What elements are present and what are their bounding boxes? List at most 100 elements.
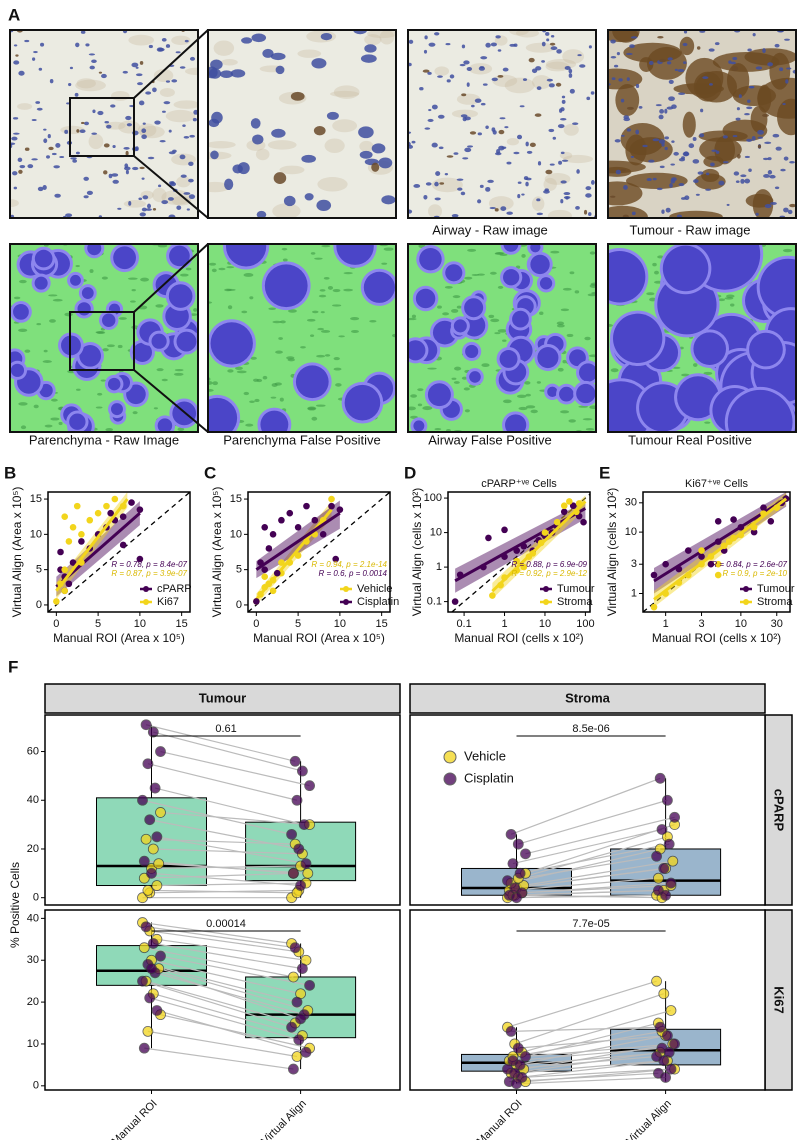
point [140, 921, 152, 933]
speck [524, 381, 531, 385]
speck [704, 421, 711, 424]
nucleus [460, 114, 468, 118]
nucleus [585, 186, 592, 191]
nucleus [252, 134, 264, 145]
speck [317, 327, 324, 331]
stain [359, 140, 374, 152]
point [119, 513, 127, 521]
speck [75, 264, 80, 268]
speck [312, 310, 319, 314]
nucleus [123, 146, 130, 150]
nucleus [626, 77, 630, 82]
stain [428, 204, 443, 218]
speck [43, 349, 48, 353]
point [760, 504, 767, 511]
nucleus [487, 179, 494, 183]
nucleus [241, 37, 253, 44]
blob [10, 363, 25, 377]
stat-label: R = 0.94, p = 2.1e-14 [311, 560, 387, 569]
x-tick-label: 5 [295, 618, 301, 630]
nucleus [513, 43, 518, 47]
blob [176, 331, 197, 352]
x-tick-label: 100 [576, 618, 594, 630]
point [138, 1042, 150, 1054]
nucleus [353, 30, 368, 35]
point [502, 875, 513, 887]
nucleus [459, 63, 466, 67]
blob [408, 340, 426, 361]
point [253, 598, 260, 605]
speck [212, 381, 218, 386]
micrograph [208, 30, 396, 218]
blob [87, 244, 102, 256]
caption: Airway False Positive [428, 432, 552, 447]
nucleus [186, 208, 190, 211]
point [261, 523, 269, 531]
p-value: 0.00014 [206, 918, 246, 930]
nucleus [12, 171, 18, 176]
nucleus [767, 170, 773, 175]
speck [18, 328, 28, 333]
nucleus [446, 79, 451, 83]
stain [76, 78, 96, 89]
speck [272, 320, 282, 324]
identity-line [451, 493, 590, 612]
nucleus [135, 73, 143, 77]
nucleus [478, 66, 485, 71]
pair-line [147, 1030, 298, 1058]
pair-line [156, 836, 307, 865]
speck [320, 330, 331, 333]
nucleus [747, 48, 752, 52]
nucleus [431, 142, 438, 148]
fit-line [255, 511, 341, 571]
nucleus [489, 206, 496, 210]
point [328, 502, 335, 510]
pair-line [518, 836, 668, 879]
y-tick-label: 30 [625, 497, 637, 509]
nucleus [112, 144, 116, 149]
pair-line [153, 848, 303, 855]
speck [383, 247, 394, 251]
panel-label: F [8, 657, 18, 676]
nucleus [141, 128, 147, 134]
nucleus [555, 82, 562, 87]
plot-frame [47, 491, 191, 613]
nucleus [785, 79, 789, 84]
nucleus [557, 124, 565, 129]
y-tick-label: 40 [27, 912, 39, 924]
nucleus [590, 179, 595, 185]
point [512, 838, 524, 850]
nucleus [626, 106, 634, 110]
nucleus [618, 78, 623, 82]
nucleus [711, 149, 718, 152]
nucleus [693, 179, 699, 184]
speck [726, 294, 735, 298]
nucleus [111, 173, 119, 177]
stain [317, 177, 348, 192]
nucleus [718, 180, 725, 186]
stain [88, 133, 104, 150]
nucleus [541, 41, 546, 47]
point [304, 780, 316, 792]
speck [332, 288, 341, 293]
nucleus [755, 212, 759, 216]
y-tick-label: 5 [36, 564, 42, 576]
nucleus [371, 162, 380, 172]
x-tick-label: Virtual Align [624, 1098, 673, 1140]
speck [782, 248, 793, 253]
nucleus [47, 133, 51, 139]
fit-line [55, 498, 129, 592]
nucleus [434, 197, 441, 201]
point [319, 531, 327, 538]
point [553, 518, 561, 526]
stain [255, 148, 270, 161]
nucleus [757, 129, 764, 135]
nucleus [413, 184, 421, 188]
pair-line [153, 731, 303, 772]
nucleus [775, 146, 782, 151]
x-tick-label: 10 [334, 618, 346, 630]
y-axis-label: Virtual Align (Area x 10⁵) [10, 487, 24, 618]
y-tick-label: 40 [27, 794, 39, 806]
speck [243, 273, 254, 277]
blob [39, 383, 53, 398]
